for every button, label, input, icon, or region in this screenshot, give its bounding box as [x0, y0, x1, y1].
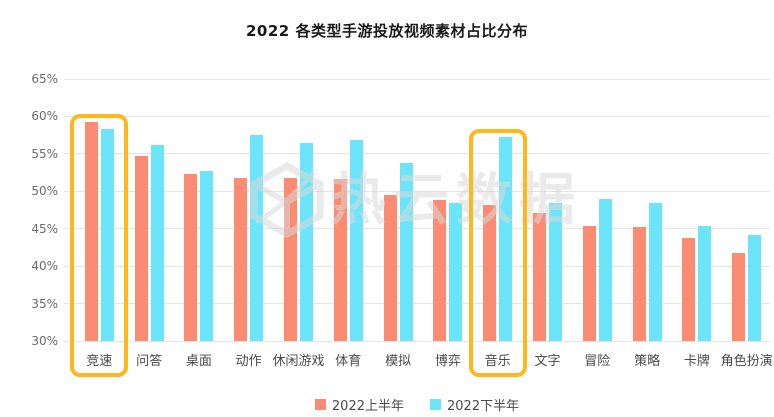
x-axis-category-label: 角色扮演 — [720, 354, 773, 369]
bar-first-half-文字 — [533, 213, 546, 341]
legend-item-first-half: 2022上半年 — [314, 395, 404, 414]
y-axis-tick-label: 45% — [31, 221, 58, 236]
gridline — [64, 153, 770, 155]
x-axis-category-label: 博弈 — [434, 354, 461, 369]
y-axis-tick-label: 65% — [31, 72, 58, 86]
x-axis-category-label: 休闲游戏 — [272, 354, 325, 369]
bar-second-half-冒险 — [598, 198, 612, 341]
bar-second-half-休闲游戏 — [300, 142, 313, 341]
x-axis-category-label: 问答 — [136, 354, 163, 369]
y-axis-tick-label: 30% — [31, 334, 58, 348]
legend-swatch — [314, 399, 326, 410]
y-axis-tick-label: 55% — [31, 146, 58, 161]
legend-label: 2022下半年 — [447, 399, 520, 414]
x-axis-category-label: 卡牌 — [683, 354, 710, 369]
x-axis-category-label: 体育 — [335, 354, 362, 369]
gridline — [64, 190, 770, 192]
y-axis-tick-label: 35% — [31, 296, 58, 311]
chart-legend: 2022上半年 2022下半年 — [64, 395, 770, 414]
x-axis-category-label: 竞速 — [86, 354, 113, 369]
legend-swatch — [430, 399, 441, 410]
y-axis-tick-label: 50% — [31, 184, 58, 199]
bar-second-half-动作 — [250, 135, 264, 341]
chart-title: 2022 各类型手游投放视频素材占比分布 — [246, 22, 528, 40]
gridline — [64, 228, 770, 230]
bar-first-half-策略 — [632, 227, 646, 341]
x-axis-category-label: 模拟 — [385, 354, 412, 369]
bar-first-half-体育 — [333, 179, 347, 341]
bar-first-half-竞速 — [84, 121, 98, 341]
x-axis-category-label: 策略 — [634, 354, 661, 369]
bar-first-half-动作 — [234, 177, 248, 341]
highlight-box-竞速 — [70, 113, 129, 377]
bar-second-half-文字 — [549, 202, 562, 341]
x-axis-category-label: 桌面 — [185, 354, 212, 369]
bar-second-half-模拟 — [399, 162, 413, 341]
gridline — [64, 78, 770, 80]
bar-first-half-冒险 — [582, 225, 596, 341]
x-axis-category-label: 音乐 — [484, 354, 511, 369]
bar-second-half-角色扮演 — [748, 234, 762, 341]
bar-first-half-博弈 — [433, 199, 447, 341]
x-axis-category-label: 冒险 — [584, 354, 611, 369]
bar-first-half-桌面 — [184, 174, 198, 341]
bar-first-half-模拟 — [383, 195, 397, 341]
bar-first-half-卡牌 — [682, 238, 696, 341]
gridline — [64, 115, 770, 117]
legend-item-second-half: 2022下半年 — [430, 395, 519, 414]
y-axis-tick-label: 60% — [31, 109, 58, 124]
bar-second-half-问答 — [150, 144, 164, 341]
gridline — [64, 265, 770, 267]
legend-label: 2022上半年 — [331, 399, 404, 414]
bar-first-half-角色扮演 — [732, 253, 746, 341]
bar-first-half-休闲游戏 — [284, 177, 297, 341]
bar-second-half-卡牌 — [698, 225, 712, 341]
bar-first-half-问答 — [134, 156, 148, 341]
bar-second-half-音乐 — [499, 136, 513, 341]
bar-second-half-桌面 — [200, 171, 214, 341]
bar-second-half-策略 — [648, 203, 662, 341]
bar-second-half-体育 — [349, 140, 363, 341]
gridline — [64, 303, 770, 305]
bar-second-half-博弈 — [449, 203, 463, 341]
gridline — [64, 340, 770, 342]
x-axis-category-label: 文字 — [534, 354, 561, 369]
bar-first-half-音乐 — [483, 204, 497, 341]
x-axis-category-label: 动作 — [235, 354, 262, 369]
plot-area — [64, 78, 770, 342]
bar-second-half-竞速 — [100, 129, 114, 341]
highlight-box-音乐 — [468, 128, 527, 377]
y-axis-tick-label: 40% — [31, 259, 58, 274]
